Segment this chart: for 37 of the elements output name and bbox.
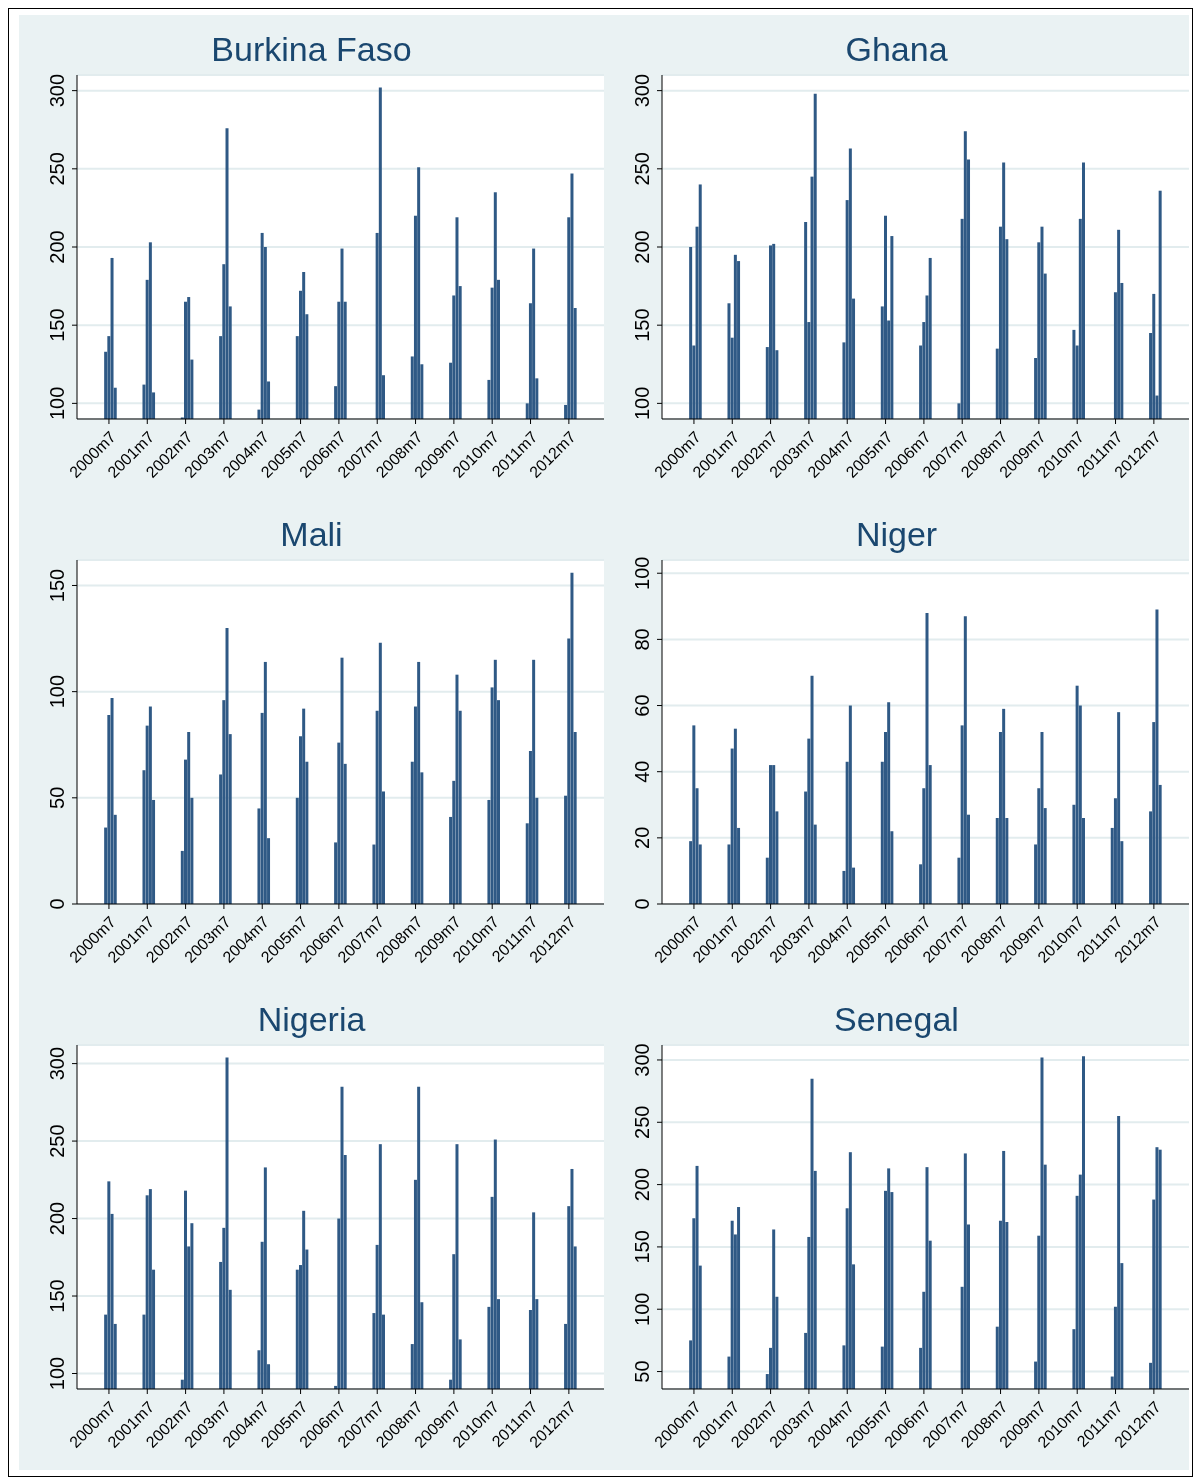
y-tick-label: 100 xyxy=(46,674,68,709)
chart-title: Senegal xyxy=(833,999,960,1039)
chart-title: Mali xyxy=(279,514,344,554)
y-tick-label: 100 xyxy=(631,556,653,590)
y-tick-label: 150 xyxy=(631,308,653,342)
y-tick-label: 50 xyxy=(46,786,68,809)
y-tick-label: 100 xyxy=(46,386,68,421)
y-tick-label: 250 xyxy=(631,152,653,186)
y-tick-label: 150 xyxy=(46,308,68,342)
y-tick-label: 200 xyxy=(631,230,653,264)
y-tick-label: 250 xyxy=(46,1124,68,1158)
y-tick-label: 150 xyxy=(631,1230,653,1264)
y-tick-label: 100 xyxy=(631,386,653,421)
chart-title: Niger xyxy=(854,514,939,554)
y-tick-label: 200 xyxy=(46,230,68,264)
y-tick-label: 300 xyxy=(46,73,68,108)
y-tick-label: 300 xyxy=(631,73,653,108)
y-tick-label: 80 xyxy=(631,628,653,651)
y-tick-label: 250 xyxy=(631,1105,653,1139)
y-tick-label: 200 xyxy=(631,1167,653,1202)
y-tick-label: 100 xyxy=(46,1356,68,1391)
y-tick-label: 20 xyxy=(631,826,653,849)
y-tick-label: 250 xyxy=(46,152,68,186)
chart-title: Burkina Faso xyxy=(210,29,413,69)
y-tick-label: 40 xyxy=(631,760,653,783)
y-tick-label: 100 xyxy=(631,1292,653,1326)
y-tick-label: 50 xyxy=(631,1360,653,1383)
y-tick-label: 300 xyxy=(631,1043,653,1077)
y-tick-label: 0 xyxy=(631,898,653,910)
chart-title: Nigeria xyxy=(256,999,367,1039)
y-tick-label: 150 xyxy=(46,568,68,603)
chart-title: Ghana xyxy=(844,29,949,69)
y-tick-label: 300 xyxy=(46,1046,68,1081)
y-tick-label: 0 xyxy=(46,898,68,910)
y-tick-label: 150 xyxy=(46,1279,68,1313)
y-tick-label: 200 xyxy=(46,1201,68,1236)
y-tick-label: 60 xyxy=(631,694,653,717)
